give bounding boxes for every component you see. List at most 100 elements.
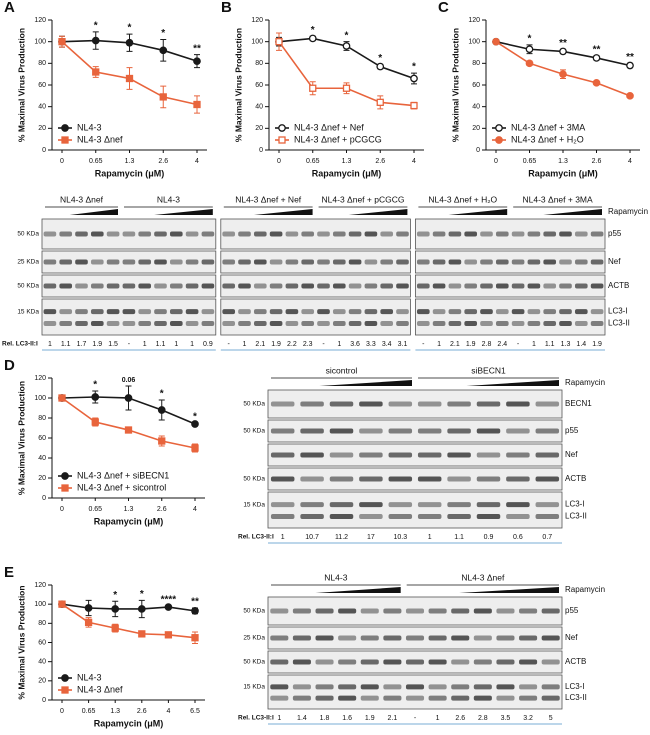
band bbox=[417, 401, 442, 407]
band bbox=[59, 309, 73, 315]
marker bbox=[275, 38, 283, 46]
band bbox=[416, 283, 430, 289]
rel-value: 1.9 bbox=[466, 341, 476, 348]
band bbox=[496, 608, 515, 614]
band bbox=[154, 283, 167, 289]
band bbox=[447, 513, 471, 519]
band bbox=[169, 259, 183, 265]
kda-label: 15 KDa bbox=[243, 684, 265, 691]
band bbox=[222, 231, 236, 237]
group-label: NL4-3 Δnef bbox=[60, 194, 104, 204]
marker bbox=[626, 91, 634, 100]
blot-strip bbox=[267, 596, 563, 626]
band bbox=[473, 659, 492, 665]
band bbox=[43, 231, 57, 237]
wedge bbox=[315, 587, 401, 593]
marker bbox=[191, 634, 199, 642]
blot-strip bbox=[220, 250, 411, 274]
annotation: * bbox=[140, 589, 144, 600]
panel-letter: A bbox=[4, 0, 15, 16]
rel-value: 3.1 bbox=[398, 341, 408, 348]
band bbox=[285, 231, 299, 237]
treatment-label: Rapamycin bbox=[608, 207, 648, 216]
band bbox=[448, 231, 462, 237]
band bbox=[348, 320, 362, 326]
band bbox=[253, 283, 267, 289]
marker bbox=[124, 394, 133, 402]
y-tick-label: 20 bbox=[38, 475, 46, 482]
band bbox=[169, 283, 183, 289]
band bbox=[106, 283, 120, 289]
band bbox=[559, 259, 572, 265]
band bbox=[359, 452, 383, 458]
band bbox=[292, 659, 311, 665]
rel-value: - bbox=[422, 341, 425, 348]
rel-label: Rel. LC3-II:I bbox=[238, 715, 274, 722]
rel-value: - bbox=[228, 341, 231, 348]
band bbox=[590, 259, 604, 265]
rel-value: 1.8 bbox=[320, 715, 330, 722]
band bbox=[364, 320, 378, 326]
legend-label: NL4-3 Δnef bbox=[77, 134, 123, 144]
band bbox=[154, 309, 167, 315]
rel-value: 1.6 bbox=[342, 715, 352, 722]
annotation: * bbox=[412, 62, 416, 73]
band bbox=[447, 401, 471, 407]
band bbox=[348, 231, 362, 237]
x-tick-label: 4 bbox=[412, 158, 416, 165]
band bbox=[270, 452, 295, 458]
marker bbox=[308, 34, 317, 43]
marker bbox=[164, 603, 173, 611]
band bbox=[359, 401, 383, 407]
band bbox=[480, 309, 493, 315]
marker bbox=[84, 604, 93, 612]
band bbox=[338, 608, 357, 614]
x-tick-label: 2.6 bbox=[137, 708, 147, 715]
band bbox=[383, 635, 402, 641]
x-tick-label: 2.6 bbox=[157, 506, 167, 513]
y-tick-label: 0 bbox=[476, 147, 480, 154]
band bbox=[169, 309, 183, 315]
kda-label: 50 KDa bbox=[17, 283, 39, 290]
band bbox=[448, 259, 462, 265]
y-tick-label: 40 bbox=[38, 659, 46, 666]
band bbox=[495, 231, 509, 237]
band bbox=[238, 231, 251, 237]
marker bbox=[410, 74, 418, 83]
band bbox=[559, 320, 572, 326]
marker bbox=[193, 57, 201, 66]
rel-value: 1.1 bbox=[156, 341, 166, 348]
row-label: ACTB bbox=[565, 474, 586, 483]
band bbox=[270, 635, 289, 641]
band bbox=[519, 684, 538, 690]
group-label: NL4-3 Δnef + pCGCG bbox=[322, 194, 405, 204]
band bbox=[432, 231, 446, 237]
y-axis-label: % Maximal Virus Production bbox=[16, 381, 26, 495]
band bbox=[270, 695, 289, 701]
band bbox=[383, 684, 402, 690]
band bbox=[464, 320, 478, 326]
band bbox=[428, 695, 447, 701]
band bbox=[270, 476, 295, 482]
band bbox=[292, 695, 311, 701]
blot-strip bbox=[414, 274, 606, 298]
band bbox=[527, 309, 541, 315]
band bbox=[359, 513, 383, 519]
wedge bbox=[253, 209, 313, 215]
band bbox=[122, 283, 136, 289]
marker bbox=[58, 394, 66, 402]
rel-value: 1 bbox=[143, 341, 147, 348]
band bbox=[329, 502, 354, 508]
band bbox=[448, 283, 462, 289]
x-axis-label: Rapamycin (μM) bbox=[94, 718, 164, 728]
marker bbox=[626, 61, 634, 70]
band bbox=[359, 476, 383, 482]
band bbox=[416, 320, 430, 326]
rel-value: 1.9 bbox=[365, 715, 375, 722]
marker bbox=[137, 605, 146, 613]
band bbox=[222, 259, 236, 265]
band bbox=[383, 659, 402, 665]
legend-label: NL4-3 Δnef + 3MA bbox=[511, 122, 585, 132]
band bbox=[270, 684, 289, 690]
rel-value: 10.7 bbox=[305, 534, 319, 541]
